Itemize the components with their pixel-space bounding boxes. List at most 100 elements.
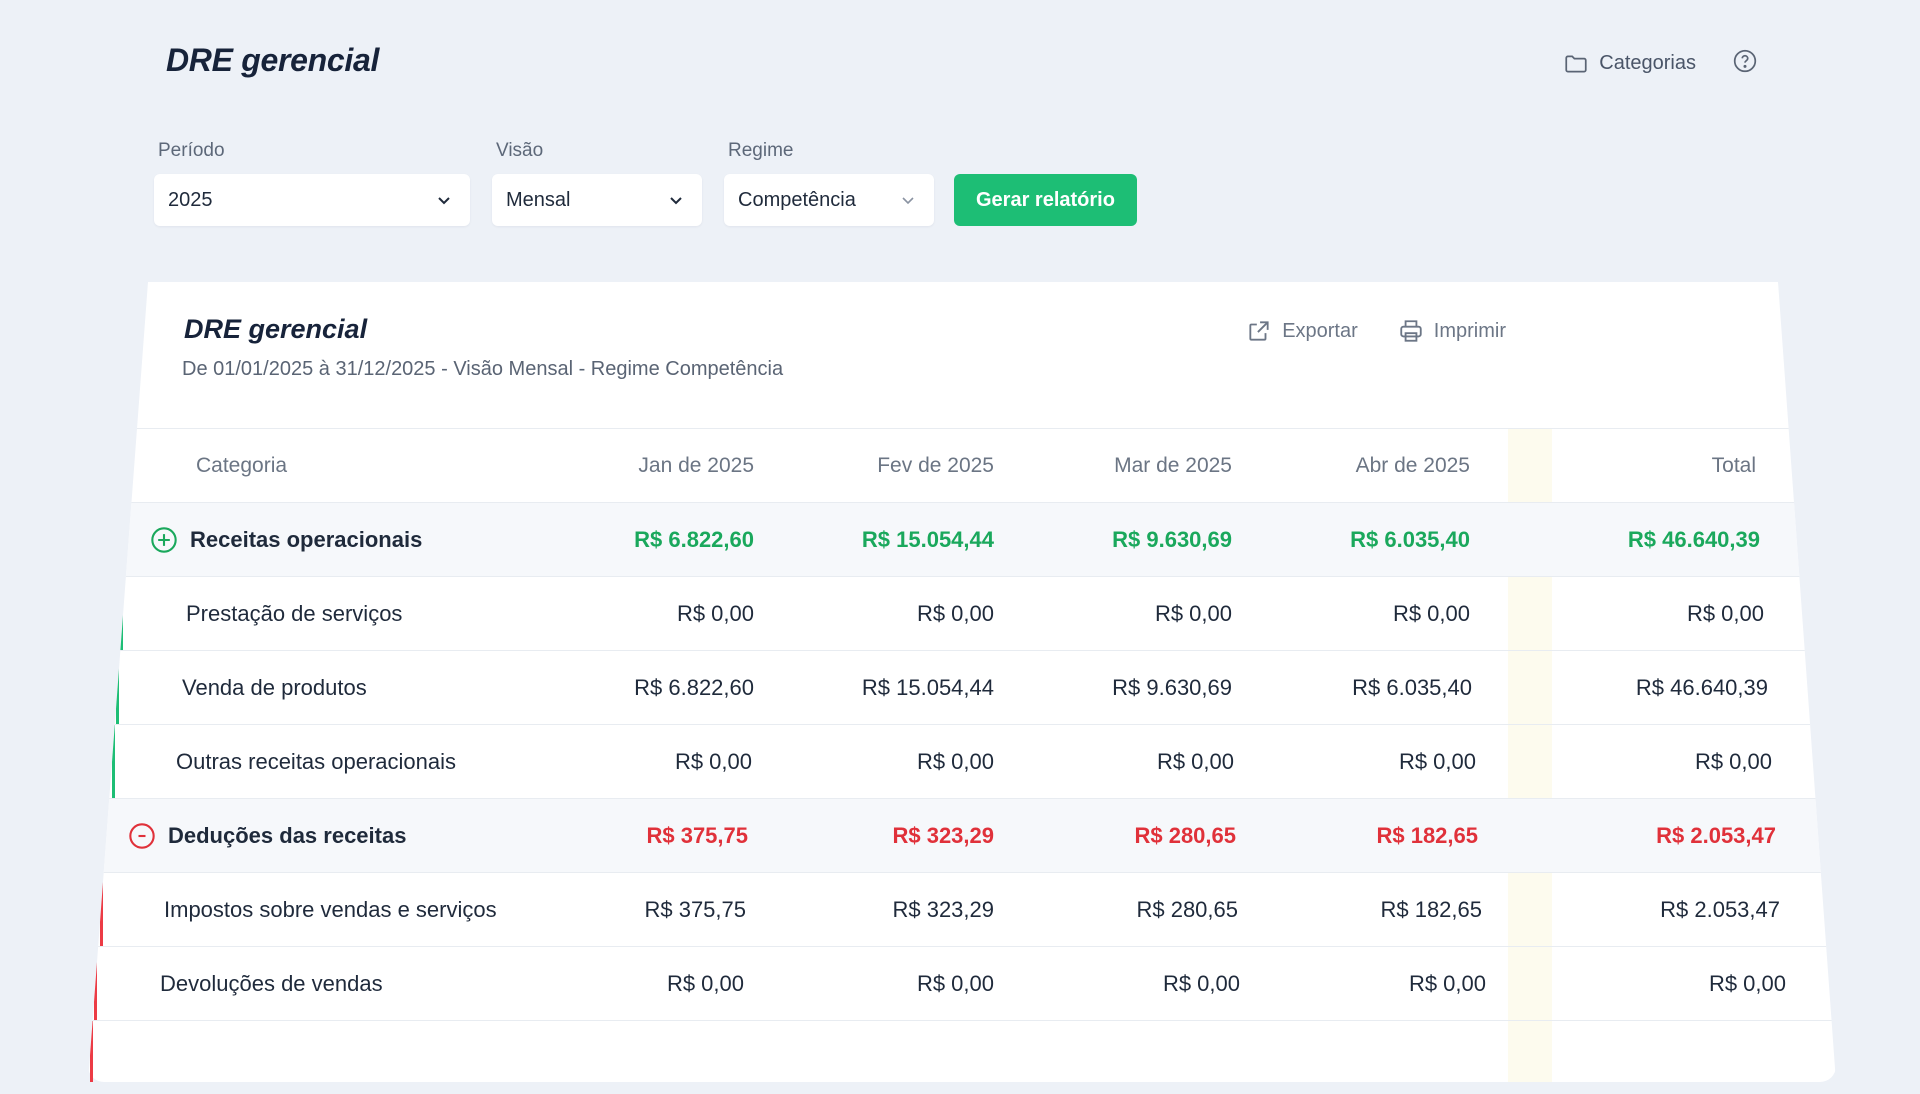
- table-cell: R$ 280,65: [1136, 896, 1238, 922]
- group-indicator-bar: [112, 725, 115, 798]
- row-name: Impostos sobre vendas e serviços: [164, 896, 497, 922]
- table-row[interactable]: Venda de produtos R$ 6.822,60 R$ 15.054,…: [88, 650, 1836, 724]
- table-cell: R$ 6.822,60: [634, 526, 754, 552]
- group-indicator-bar: [94, 947, 97, 1020]
- group-indicator-bar: [90, 1021, 93, 1082]
- table-cell: R$ 46.640,39: [1627, 526, 1760, 552]
- periodo-value: 2025: [168, 188, 213, 211]
- table-cell: R$ 2.053,47: [1656, 822, 1776, 848]
- table-cell: R$ 0,00: [1408, 970, 1486, 996]
- table-row[interactable]: Outras receitas operacionais R$ 0,00 R$ …: [88, 724, 1836, 798]
- table-cell: R$ 0,00: [1156, 748, 1234, 774]
- visao-select[interactable]: Mensal: [492, 174, 702, 226]
- visao-label: Visão: [496, 140, 544, 161]
- table-cell: R$ 375,75: [644, 896, 746, 922]
- table-cell: R$ 2.053,47: [1660, 896, 1780, 922]
- regime-select[interactable]: Competência: [724, 174, 934, 226]
- table-cell: R$ 280,65: [1134, 822, 1236, 848]
- table-cell: R$ 0,00: [1154, 600, 1232, 626]
- table-cell: R$ 182,65: [1376, 822, 1478, 848]
- row-name: Venda de produtos: [182, 674, 367, 700]
- table-row[interactable]: Deduções das receitas R$ 375,75 R$ 323,2…: [88, 798, 1836, 872]
- table-row[interactable]: Receitas operacionais R$ 6.822,60 R$ 15.…: [88, 502, 1836, 576]
- table-row[interactable]: Impostos sobre vendas e serviços R$ 375,…: [88, 872, 1836, 946]
- print-button[interactable]: Imprimir: [1398, 318, 1506, 344]
- table-cell: R$ 0,00: [1686, 600, 1764, 626]
- export-button[interactable]: Exportar: [1246, 318, 1358, 344]
- col-header-abr[interactable]: Abr de 2025: [1355, 453, 1470, 477]
- table-cell: R$ 0,00: [1708, 970, 1786, 996]
- report-actions: Exportar Imprimir: [1246, 318, 1506, 344]
- chevron-down-icon: [438, 197, 450, 205]
- table-cell: R$ 6.035,40: [1350, 526, 1470, 552]
- col-header-total[interactable]: Total: [1711, 453, 1756, 477]
- periodo-label: Período: [158, 140, 225, 161]
- table-cell: R$ 0,00: [916, 748, 994, 774]
- table-cell: R$ 0,00: [916, 970, 994, 996]
- col-header-fev[interactable]: Fev de 2025: [877, 453, 994, 477]
- periodo-filter: Período 2025: [154, 140, 470, 226]
- print-label: Imprimir: [1433, 319, 1506, 342]
- row-name: Receitas operacionais: [190, 526, 423, 552]
- page-title: DRE gerencial: [166, 42, 380, 78]
- table-cell: R$ 0,00: [674, 748, 752, 774]
- group-indicator-bar: [116, 651, 119, 724]
- generate-report-button[interactable]: Gerar relatório: [954, 174, 1137, 226]
- regime-label: Regime: [728, 140, 794, 161]
- table-cell: R$ 0,00: [666, 970, 744, 996]
- report-title: DRE gerencial: [184, 314, 368, 344]
- table-cell: R$ 375,75: [646, 822, 748, 848]
- folder-icon: [1565, 55, 1587, 72]
- table-cell: R$ 323,29: [892, 822, 994, 848]
- col-header-mar[interactable]: Mar de 2025: [1114, 453, 1232, 477]
- help-icon: [1733, 49, 1757, 73]
- table-row[interactable]: Prestação de serviços R$ 0,00 R$ 0,00 R$…: [88, 576, 1836, 650]
- table-cell: R$ 15.054,44: [861, 674, 994, 700]
- table-cell: R$ 15.054,44: [861, 526, 994, 552]
- row-name: Outras receitas operacionais: [176, 748, 457, 774]
- regime-value: Competência: [738, 188, 856, 211]
- row-label: Deduções das receitas: [128, 799, 406, 872]
- top-actions: Categorias: [1563, 48, 1758, 79]
- chevron-down-icon: [670, 197, 682, 205]
- table-row[interactable]: [88, 1020, 1836, 1082]
- table-cell: R$ 9.630,69: [1112, 674, 1232, 700]
- group-indicator-bar: [120, 577, 123, 650]
- report-subtitle: De 01/01/2025 à 31/12/2025 - Visão Mensa…: [182, 358, 784, 380]
- table-cell: R$ 9.630,69: [1112, 526, 1232, 552]
- col-header-categoria: Categoria: [196, 453, 288, 477]
- plus-circle-icon[interactable]: [150, 526, 178, 554]
- table-cell: R$ 0,00: [1694, 748, 1772, 774]
- row-name: Devoluções de vendas: [160, 970, 383, 996]
- group-indicator-bar: [100, 873, 103, 946]
- external-link-icon: [1249, 321, 1269, 341]
- chevron-down-icon: [902, 197, 914, 205]
- regime-filter: Regime Competência: [724, 140, 934, 226]
- table-cell: R$ 46.640,39: [1635, 674, 1768, 700]
- table-cell: R$ 0,00: [1392, 600, 1470, 626]
- periodo-select[interactable]: 2025: [154, 174, 470, 226]
- table-cell: R$ 0,00: [1398, 748, 1476, 774]
- table-header: Categoria Jan de 2025 Fev de 2025 Mar de…: [88, 428, 1836, 502]
- minus-circle-icon[interactable]: [128, 822, 156, 850]
- export-label: Exportar: [1282, 319, 1358, 342]
- table-row[interactable]: Devoluções de vendas R$ 0,00 R$ 0,00 R$ …: [88, 946, 1836, 1020]
- printer-icon: [1400, 320, 1422, 342]
- table-cell: R$ 6.035,40: [1352, 674, 1472, 700]
- table-cell: R$ 6.822,60: [634, 674, 754, 700]
- visao-value: Mensal: [506, 188, 571, 211]
- table-cell: R$ 182,65: [1380, 896, 1482, 922]
- table-cell: R$ 0,00: [1162, 970, 1240, 996]
- dre-table: Categoria Jan de 2025 Fev de 2025 Mar de…: [88, 428, 1836, 1082]
- categories-label: Categorias: [1599, 52, 1696, 74]
- categories-link[interactable]: Categorias: [1563, 51, 1696, 77]
- visao-filter: Visão Mensal: [492, 140, 702, 226]
- table-cell: R$ 323,29: [892, 896, 994, 922]
- col-header-jan[interactable]: Jan de 2025: [638, 453, 754, 477]
- row-label: Receitas operacionais: [150, 503, 422, 576]
- table-cell: R$ 0,00: [676, 600, 754, 626]
- table-cell: R$ 0,00: [916, 600, 994, 626]
- help-button[interactable]: [1732, 48, 1758, 79]
- row-name: Deduções das receitas: [168, 822, 407, 848]
- report-card: DRE gerencial De 01/01/2025 à 31/12/2025…: [88, 282, 1836, 1082]
